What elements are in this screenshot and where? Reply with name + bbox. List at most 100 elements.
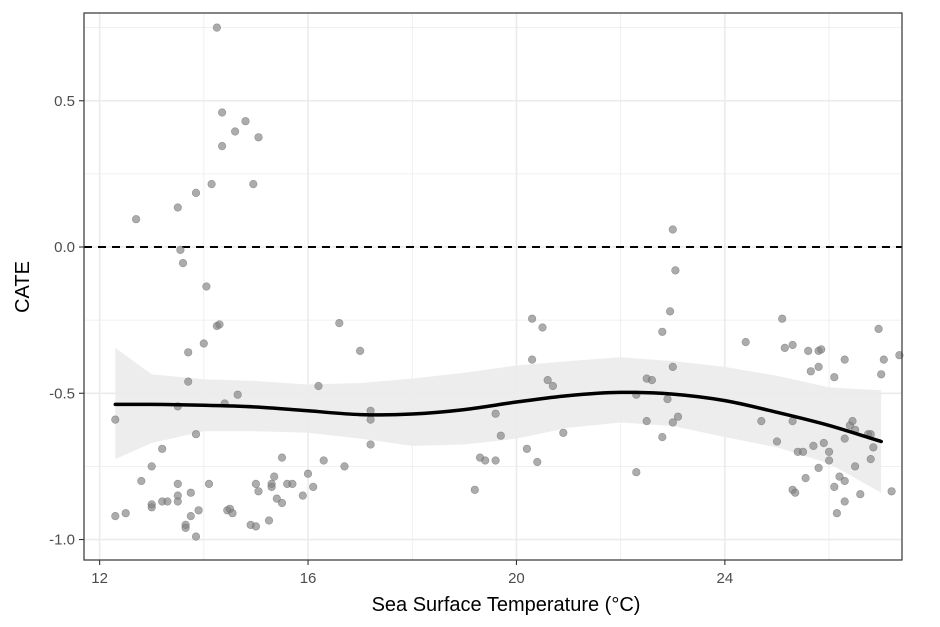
data-point <box>272 494 281 503</box>
data-point <box>491 409 500 418</box>
data-point <box>835 472 844 481</box>
data-point <box>543 376 552 385</box>
x-tick-label: 16 <box>300 570 317 587</box>
data-point <box>804 346 813 356</box>
panel-background <box>84 13 902 560</box>
data-point <box>218 108 227 117</box>
data-point <box>481 456 490 465</box>
data-point <box>111 511 120 521</box>
data-point <box>874 324 883 334</box>
data-point <box>879 355 888 364</box>
data-point <box>178 259 188 268</box>
data-point <box>869 443 878 452</box>
data-point <box>173 203 182 212</box>
data-point <box>309 482 318 492</box>
data-point <box>840 434 849 443</box>
data-point <box>194 506 203 515</box>
x-axis-title: Sea Surface Temperature (°C) <box>372 594 641 616</box>
data-point <box>538 323 547 332</box>
data-point <box>264 516 274 525</box>
data-point <box>132 215 141 224</box>
data-point <box>840 497 849 506</box>
data-point <box>663 395 672 404</box>
data-point <box>319 456 328 465</box>
data-point <box>366 415 375 424</box>
x-axis: 12 16 20 24 <box>91 560 733 587</box>
data-point <box>788 340 797 350</box>
data-point <box>778 314 787 323</box>
data-point <box>340 462 349 471</box>
data-point <box>522 444 532 453</box>
data-point <box>181 523 190 532</box>
data-point <box>215 320 224 329</box>
data-point <box>496 431 505 440</box>
data-point <box>801 474 810 483</box>
data-point <box>267 482 276 492</box>
confidence-ribbon <box>115 347 882 493</box>
panel-border <box>83 12 903 561</box>
y-tick-label: -1.0 <box>49 532 75 549</box>
data-point <box>191 430 201 439</box>
data-point <box>186 488 195 497</box>
data-point <box>642 417 651 426</box>
data-point <box>184 348 193 357</box>
y-tick-label: 0.0 <box>54 239 75 256</box>
data-point <box>277 498 287 508</box>
data-point <box>527 314 537 323</box>
x-tick-label: 12 <box>91 570 108 587</box>
y-tick-label: -0.5 <box>49 385 75 402</box>
data-point <box>824 456 834 465</box>
data-point <box>772 437 782 446</box>
data-point <box>233 390 242 399</box>
data-point <box>147 503 156 512</box>
data-point <box>366 440 375 449</box>
data-point <box>207 180 216 189</box>
data-point <box>137 476 146 486</box>
y-axis-title: CATE <box>12 261 34 313</box>
data-point <box>270 472 279 481</box>
data-point <box>668 362 677 372</box>
data-point <box>840 355 849 364</box>
data-point <box>668 225 677 234</box>
data-point <box>840 476 849 486</box>
data-point <box>895 351 904 360</box>
data-point <box>173 479 182 489</box>
data-point <box>254 133 263 142</box>
data-point <box>163 497 172 506</box>
data-point <box>231 127 240 136</box>
data-point <box>186 511 195 521</box>
data-point <box>288 479 297 489</box>
y-axis: -1.0 -0.5 0.0 0.5 <box>49 93 84 549</box>
data-point <box>757 417 766 426</box>
data-point <box>819 438 828 448</box>
data-point <box>254 487 263 496</box>
x-tick-label: 20 <box>508 570 525 587</box>
data-point <box>559 428 568 437</box>
data-point <box>791 488 800 497</box>
data-point <box>470 485 479 494</box>
data-point <box>251 522 260 531</box>
data-point <box>848 417 857 426</box>
data-point <box>527 355 537 364</box>
data-point <box>204 479 214 489</box>
data-point <box>314 381 323 391</box>
x-tick-label: 24 <box>717 570 734 587</box>
data-point <box>798 447 808 456</box>
data-point <box>241 117 250 126</box>
data-point <box>218 142 227 151</box>
data-point <box>877 370 886 379</box>
data-point <box>741 338 750 347</box>
data-point <box>191 188 201 197</box>
data-point <box>830 482 839 492</box>
data-point <box>832 509 842 518</box>
y-tick-label: 0.5 <box>54 93 75 110</box>
data-point <box>809 441 818 451</box>
smooth-fit-line <box>113 390 883 444</box>
data-point <box>277 453 287 462</box>
data-point <box>673 412 683 421</box>
data-point <box>780 343 789 353</box>
data-point <box>856 490 865 499</box>
data-point <box>647 376 657 385</box>
data-point <box>303 469 313 478</box>
